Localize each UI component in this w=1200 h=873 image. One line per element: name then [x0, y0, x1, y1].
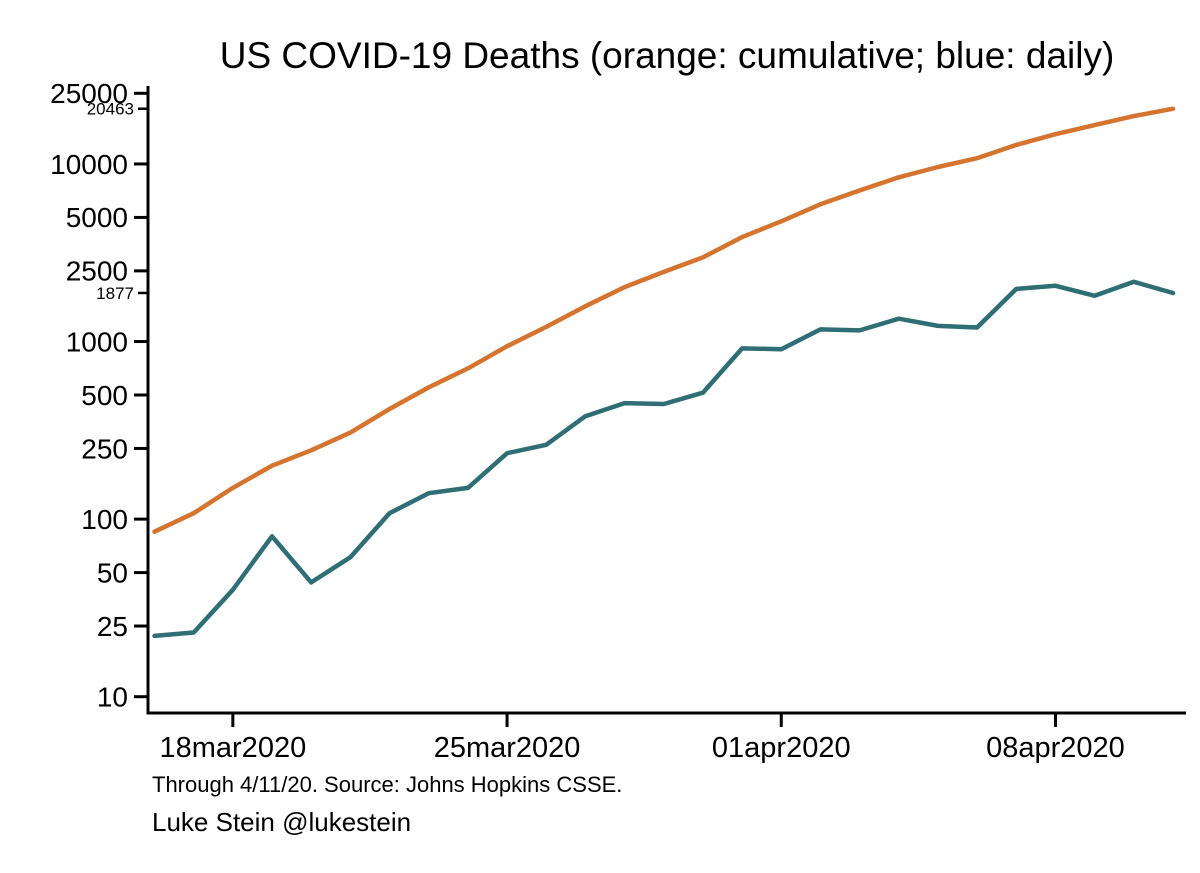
cumulative-line — [152, 106, 1176, 534]
x-tick-label: 01apr2020 — [712, 732, 851, 764]
y-tick-label: 1000 — [66, 326, 128, 357]
source-caption: Through 4/11/20. Source: Johns Hopkins C… — [152, 772, 623, 797]
y-tick-label: 5000 — [66, 202, 128, 233]
annotation-label: 1877 — [96, 284, 134, 303]
chart-title: US COVID-19 Deaths (orange: cumulative; … — [219, 35, 1115, 76]
x-tick-label: 08apr2020 — [986, 732, 1125, 764]
y-tick-label: 2500 — [66, 256, 128, 287]
y-tick-label: 10 — [97, 682, 128, 713]
annotation-label: 20463 — [87, 100, 134, 119]
x-tick-label: 18mar2020 — [159, 732, 306, 764]
y-tick-label: 100 — [81, 504, 128, 535]
y-tick-label: 500 — [81, 380, 128, 411]
y-tick-label: 10000 — [50, 149, 128, 180]
y-tick-label: 25 — [97, 611, 128, 642]
y-tick-label: 250 — [81, 433, 128, 464]
y-tick-label: 25000 — [50, 78, 128, 109]
author-attribution: Luke Stein @lukestein — [152, 807, 412, 837]
x-tick-label: 25mar2020 — [434, 732, 581, 764]
daily-line — [152, 279, 1176, 639]
y-tick-label: 50 — [97, 557, 128, 588]
